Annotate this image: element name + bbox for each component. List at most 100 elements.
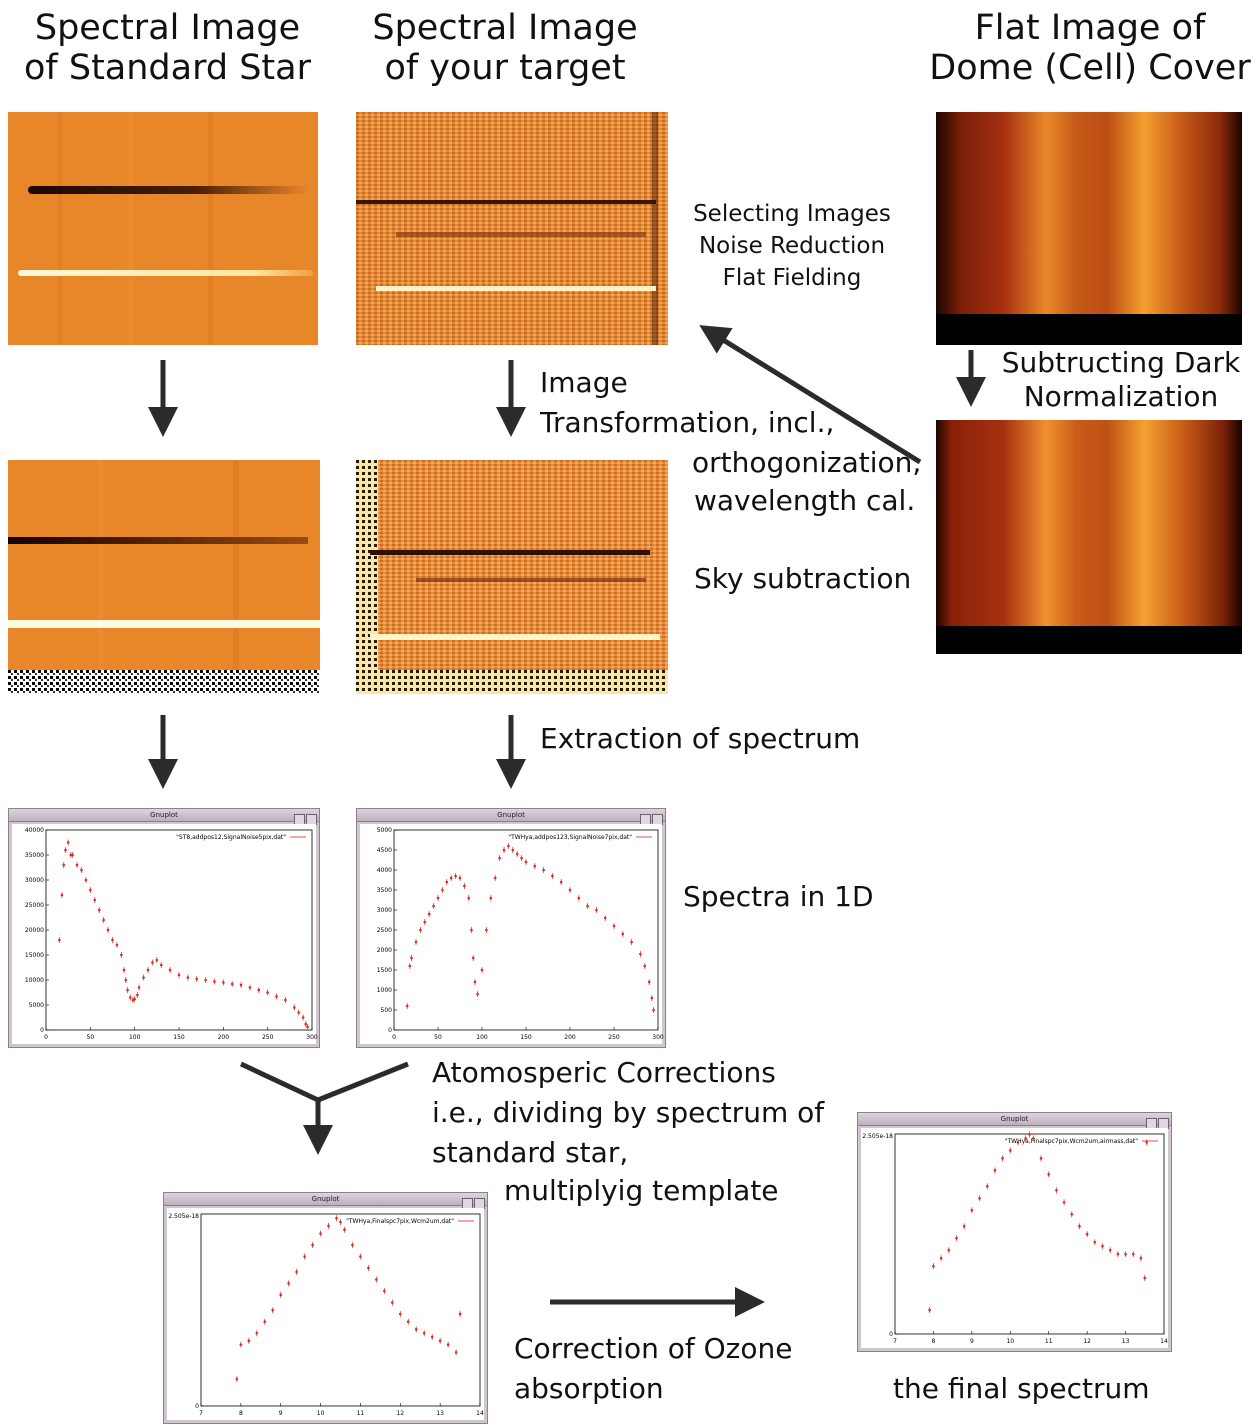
- data-point: [230, 982, 234, 986]
- x-tick-label: 7: [893, 1338, 897, 1345]
- y-tick-label: 5000: [377, 827, 392, 834]
- data-point: [1016, 1141, 1020, 1144]
- data-point: [151, 961, 154, 964]
- y-tick-label: 5000: [29, 1002, 44, 1009]
- gnuplot-titlebar: Gnuplot: [164, 1193, 487, 1206]
- data-point: [155, 958, 159, 962]
- data-point: [351, 1243, 354, 1247]
- data-point: [124, 978, 128, 982]
- x-tick-label: 13: [1122, 1338, 1130, 1345]
- data-point: [102, 918, 105, 922]
- header-target: Spectral Image of your target: [360, 8, 650, 88]
- data-point: [454, 1351, 458, 1354]
- data-point: [327, 1224, 330, 1228]
- data-point: [287, 1282, 290, 1285]
- label-atmos-line1: Atomosperic Corrections: [432, 1056, 776, 1089]
- data-point: [111, 938, 114, 942]
- data-point: [1108, 1248, 1112, 1252]
- data-point: [414, 940, 418, 944]
- data-point: [993, 1169, 997, 1172]
- data-point: [128, 996, 132, 999]
- x-tick-label: 10: [317, 1410, 325, 1417]
- data-point: [650, 996, 654, 1000]
- data-point: [257, 988, 261, 992]
- data-point: [1116, 1252, 1120, 1256]
- header-standard-star: Spectral Image of Standard Star: [20, 8, 315, 88]
- x-tick-label: 8: [239, 1410, 243, 1417]
- data-point: [419, 928, 422, 932]
- gnuplot-titlebar: Gnuplot: [9, 809, 319, 822]
- data-point: [297, 1011, 301, 1014]
- data-point: [239, 1343, 243, 1346]
- data-point: [647, 980, 651, 984]
- data-point: [1028, 1133, 1031, 1136]
- label-subtracting-dark: Subtructing Dark Normalization: [996, 346, 1246, 414]
- y-tick-label: 20000: [25, 927, 44, 934]
- data-point: [64, 848, 67, 852]
- data-point: [106, 928, 110, 932]
- y-tick-label: 10000: [25, 977, 44, 984]
- data-point: [515, 852, 519, 856]
- data-point: [213, 980, 216, 983]
- data-point: [524, 860, 528, 864]
- data-point: [343, 1228, 346, 1232]
- data-point: [146, 968, 150, 972]
- label-atmos-line2: i.e., dividing by spectrum of: [432, 1096, 825, 1129]
- data-point: [962, 1224, 966, 1228]
- data-point: [222, 981, 225, 984]
- header-target-line2: of your target: [384, 48, 626, 88]
- data-point: [430, 1335, 434, 1339]
- x-tick-label: 12: [1083, 1338, 1091, 1345]
- merge-arrow-right: [317, 1061, 409, 1103]
- y-tick-label: 2500: [377, 927, 392, 934]
- data-point: [284, 998, 287, 1002]
- data-point: [275, 995, 278, 998]
- data-point: [1143, 1276, 1147, 1280]
- data-point: [520, 856, 523, 860]
- data-point: [304, 1022, 308, 1026]
- data-point: [142, 976, 145, 979]
- gnuplot-titlebar: Gnuplot: [357, 809, 665, 822]
- y-top-label: 2.505e-18: [862, 1133, 893, 1140]
- data-point: [507, 844, 510, 848]
- data-point: [595, 908, 598, 912]
- data-point: [652, 1008, 655, 1012]
- y-tick-label: 35000: [25, 852, 44, 859]
- x-tick-label: 8: [932, 1338, 936, 1345]
- x-tick-label: 50: [87, 1034, 95, 1041]
- data-point: [1070, 1212, 1074, 1216]
- label-ozone-line1: Correction of Ozone: [514, 1332, 793, 1365]
- data-point: [470, 928, 473, 932]
- y-tick-label: 3000: [377, 907, 392, 914]
- label-selecting-line3: Flat Fielding: [722, 265, 862, 291]
- gnuplot-window-final: Gnuplot 7 8 9 10 11 12 13 14 0 2.505e-18 "TWHya,Fi…: [857, 1112, 1172, 1352]
- data-point: [502, 848, 506, 852]
- plot-frame: [45, 829, 313, 1031]
- data-point: [586, 904, 589, 908]
- gnuplot-titlebar: Gnuplot: [858, 1113, 1171, 1126]
- data-point: [928, 1308, 931, 1312]
- label-atmos-line4: multiplyig template: [504, 1174, 779, 1207]
- data-point: [126, 988, 129, 992]
- label-transform-line2: Transformation, incl.,: [540, 406, 835, 439]
- data-point: [1008, 1149, 1012, 1152]
- data-point: [559, 880, 563, 884]
- label-atmos-line3: standard star,: [432, 1136, 629, 1169]
- data-point: [255, 1331, 259, 1335]
- data-point: [467, 896, 471, 900]
- y-tick-label: 15000: [25, 952, 44, 959]
- data-point: [339, 1220, 342, 1224]
- plot-legend: "TWHya,addpos123,SignalNoise7pix,dat": [508, 834, 632, 841]
- data-point: [1085, 1232, 1089, 1236]
- data-point: [408, 964, 412, 968]
- data-point: [136, 993, 139, 997]
- y-tick-label: 0: [889, 1331, 893, 1338]
- y-tick-label: 4000: [377, 867, 392, 874]
- x-tick-label: 13: [436, 1410, 444, 1417]
- header-target-line1: Spectral Image: [372, 8, 638, 48]
- data-point: [489, 896, 493, 900]
- data-point: [511, 848, 515, 852]
- plot-legend: "ST8,addpos12,SignalNoise5pix,dat": [176, 834, 286, 841]
- x-tick-label: 300: [306, 1034, 318, 1041]
- data-point: [978, 1196, 981, 1200]
